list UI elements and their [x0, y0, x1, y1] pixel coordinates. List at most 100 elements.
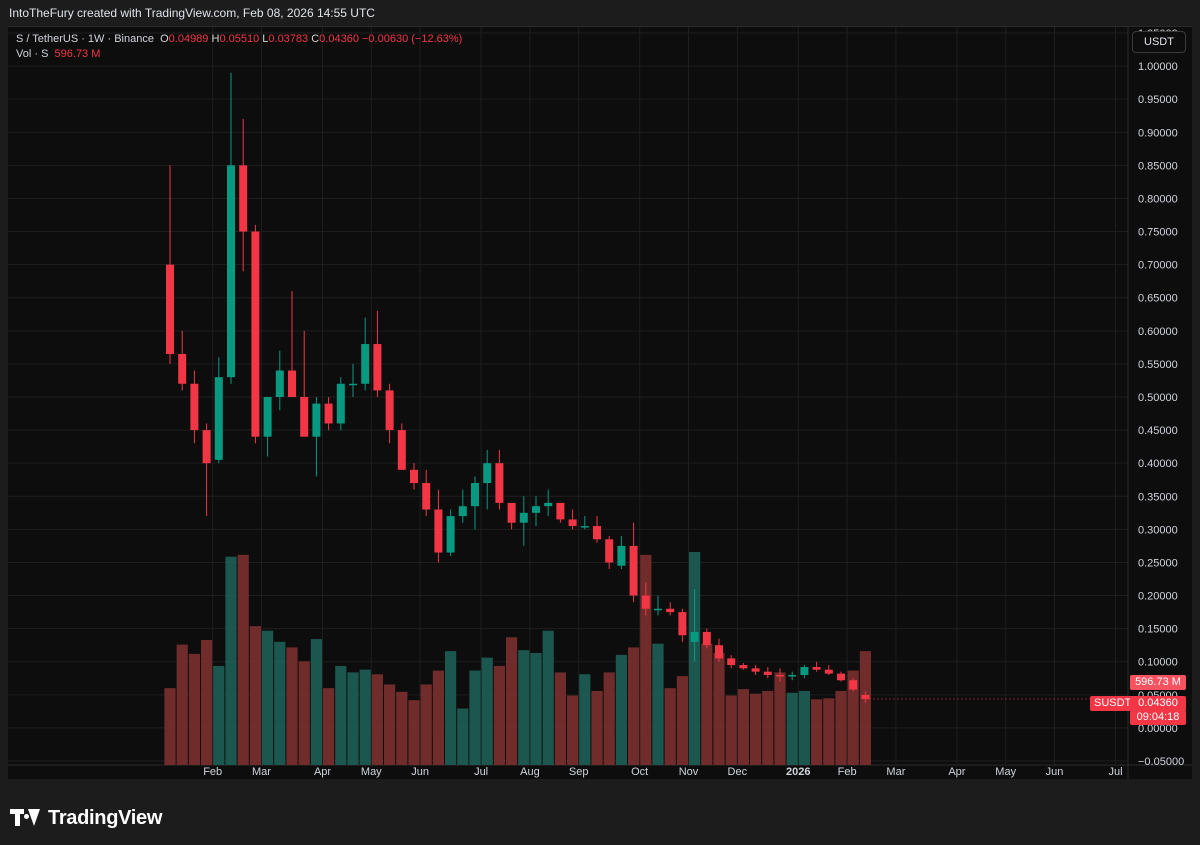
legend-symbol[interactable]: S / TetherUS · 1W · Binance [16, 33, 154, 45]
candle-body [788, 674, 797, 677]
legend-ohlc-row: S / TetherUS · 1W · Binance O0.04989 H0.… [16, 33, 462, 45]
y-axis-tick-label: 0.95000 [1138, 94, 1178, 106]
y-axis-tick-label: 0.60000 [1138, 326, 1178, 338]
volume-bar [384, 684, 396, 765]
volume-bar [835, 690, 847, 765]
volume-bar [335, 665, 347, 765]
chart-legend: S / TetherUS · 1W · Binance O0.04989 H0.… [16, 33, 462, 60]
candle-body [519, 512, 528, 523]
chart-panel[interactable]: 1.050001.000000.950000.900000.850000.800… [8, 26, 1192, 779]
bar-countdown-tag: 09:04:18 [1130, 710, 1186, 725]
candle-body [849, 680, 858, 690]
candle-body [178, 353, 187, 384]
volume-bar [371, 674, 383, 765]
legend-volume-label[interactable]: Vol · S [16, 48, 49, 60]
volume-bar [554, 672, 566, 765]
x-axis-tick-label: Jun [1046, 766, 1064, 778]
volume-bar [481, 657, 493, 765]
volume-bar [176, 644, 188, 765]
legend-low-value: 0.03783 [268, 33, 309, 45]
candle-body [336, 383, 345, 424]
legend-open-label: O [160, 33, 169, 45]
legend-change: −0.00630 (−12.63%) [362, 33, 463, 45]
y-axis-tick-label: 0.40000 [1138, 458, 1178, 470]
volume-bar [823, 698, 835, 765]
volume-bar [213, 665, 225, 765]
volume-bar [262, 630, 274, 765]
candle-body [629, 545, 638, 596]
candle-body [483, 463, 492, 484]
volume-bar [567, 695, 579, 765]
y-axis-tick-label: 0.55000 [1138, 359, 1178, 371]
legend-high-label: H [211, 33, 220, 45]
legend-close-label: C [311, 33, 320, 45]
y-axis-tick-label: 0.30000 [1138, 524, 1178, 536]
volume-bar [432, 670, 444, 765]
candle-body [312, 403, 321, 437]
candle-body [410, 469, 418, 484]
volume-bar [188, 653, 200, 765]
volume-bar [664, 688, 676, 765]
volume-bar [591, 690, 603, 765]
candle-body [641, 595, 650, 609]
candle-body [471, 483, 479, 507]
x-axis-tick-label: Oct [631, 766, 648, 778]
volume-bar [603, 672, 615, 765]
volume-bar [274, 641, 286, 765]
candlestick-chart[interactable]: 1.050001.000000.950000.900000.850000.800… [8, 27, 1192, 779]
legend-volume-value: 596.73 M [54, 48, 101, 60]
volume-bar [445, 651, 457, 765]
candle-body [495, 463, 504, 503]
y-axis-tick-label: 0.35000 [1138, 491, 1178, 503]
candle-body [678, 612, 687, 636]
volume-bar [457, 708, 469, 765]
candle-body [202, 430, 211, 464]
candle-body [373, 344, 382, 391]
volume-bar [542, 630, 554, 765]
candle-body [275, 370, 284, 397]
tradingview-logo[interactable]: TradingView [10, 806, 162, 830]
candle-body [324, 403, 333, 424]
y-axis-tick-label: 0.90000 [1138, 127, 1178, 139]
y-axis-tick-label: 0.20000 [1138, 591, 1178, 603]
candle-body [227, 165, 235, 378]
candle-body [824, 669, 833, 674]
legend-high-value: 0.05510 [219, 33, 260, 45]
volume-bar [652, 643, 664, 765]
volume-bar [811, 699, 823, 765]
volume-bar [201, 640, 213, 765]
candle-body [702, 631, 711, 646]
candle-body [446, 516, 455, 553]
volume-bar [396, 691, 408, 765]
x-axis-tick-label: Aug [520, 766, 540, 778]
candle-body [458, 506, 467, 517]
candle-body [288, 370, 296, 397]
candle-body [690, 631, 699, 642]
volume-bar [798, 690, 810, 765]
volume-bar [628, 647, 640, 765]
volume-tag: 596.73 M [1130, 675, 1186, 690]
y-axis-tick-label: 0.25000 [1138, 557, 1178, 569]
y-axis-tick-label: −0.05000 [1138, 756, 1184, 768]
candle-body [593, 526, 601, 540]
x-axis-tick-label: Jul [1108, 766, 1122, 778]
volume-bar [469, 670, 481, 765]
y-axis-tick-label: 0.00000 [1138, 723, 1178, 735]
candle-body [300, 397, 309, 437]
volume-bar [615, 654, 627, 765]
volume-bar [237, 554, 249, 765]
candle-body [532, 506, 540, 513]
candle-body [739, 665, 748, 669]
x-axis-tick-label: Feb [203, 766, 222, 778]
legend-low-label: L [262, 33, 269, 45]
candle-body [666, 608, 675, 613]
symbol-tag: SUSDT [1090, 696, 1136, 711]
volume-bar [506, 637, 518, 765]
candle-body [385, 390, 394, 431]
candle-body [751, 668, 760, 672]
candle-body [617, 545, 626, 566]
x-axis-tick-label: Sep [569, 766, 589, 778]
currency-button[interactable]: USDT [1132, 31, 1186, 53]
x-axis-tick-label: Feb [838, 766, 857, 778]
x-axis-tick-label: Jun [411, 766, 429, 778]
